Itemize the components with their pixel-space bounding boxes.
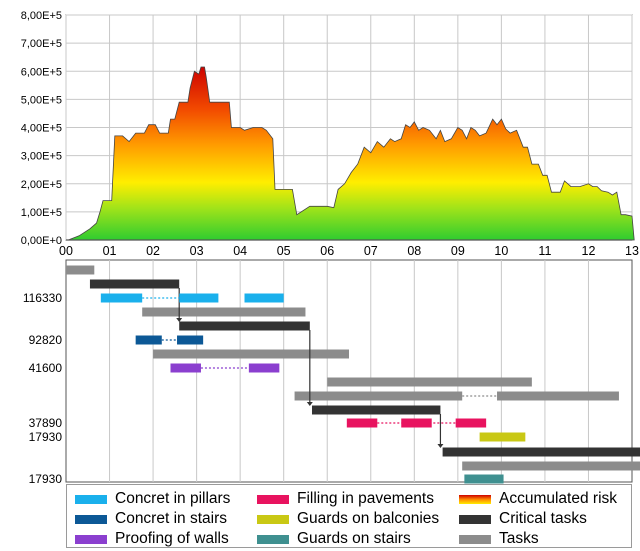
x-tick-label: 07 xyxy=(364,244,378,258)
critical-task-bar xyxy=(179,321,310,331)
legend-swatch xyxy=(257,514,289,524)
x-tick-label: 09 xyxy=(451,244,465,258)
work-item-bar xyxy=(135,335,162,345)
legend-swatch xyxy=(75,494,107,504)
y-tick-label: 4,00E+5 xyxy=(21,123,62,135)
work-item-bar xyxy=(346,418,378,428)
legend-label: Guards on stairs xyxy=(297,530,411,547)
work-item-bar xyxy=(248,363,280,373)
row-label: 41600 xyxy=(29,361,63,375)
x-tick-label: 05 xyxy=(277,244,291,258)
row-label: 37890 xyxy=(29,416,63,430)
y-tick-label: 8,00E+5 xyxy=(21,10,62,22)
x-tick-label: 06 xyxy=(320,244,334,258)
y-tick-label: 0,00E+0 xyxy=(21,235,62,247)
risk-area-chart: 0,00E+0 1,00E+5 2,00E+5 3,00E+5 4,00E+5 5,00E… xyxy=(21,10,639,258)
legend-label: Proofing of walls xyxy=(115,530,229,547)
y-tick-label: 6,00E+5 xyxy=(21,66,62,78)
legend-swatch xyxy=(459,514,491,524)
legend-item-accumulated-risk: Accumulated risk xyxy=(459,489,617,509)
work-item-bar xyxy=(464,474,504,484)
work-item-bar xyxy=(170,363,201,373)
arrow-head xyxy=(176,318,183,322)
legend-label: Critical tasks xyxy=(499,510,587,527)
task-bar xyxy=(66,265,95,275)
legend-label: Filling in pavements xyxy=(297,490,434,507)
x-tick-label: 04 xyxy=(233,244,247,258)
y-tick-label: 1,00E+5 xyxy=(21,207,62,219)
legend-item-guards-on-balconies: Guards on balconies xyxy=(257,509,439,529)
task-bar xyxy=(294,391,463,401)
arrow-head xyxy=(306,402,313,406)
x-tick-label: 13 xyxy=(625,244,639,258)
task-bar xyxy=(462,461,640,471)
y-tick-label: 2,00E+5 xyxy=(21,179,62,191)
legend-swatch xyxy=(459,534,491,544)
task-bar xyxy=(153,349,349,359)
row-label: 17930 xyxy=(29,472,63,484)
x-tick-label: 12 xyxy=(582,244,596,258)
gantt-plot-area xyxy=(65,259,633,483)
row-label: 17930 xyxy=(29,430,63,444)
task-bar xyxy=(142,307,306,317)
work-item-bar xyxy=(479,432,526,442)
arrow-head xyxy=(437,444,444,448)
x-tick-label: 10 xyxy=(494,244,508,258)
critical-task-bar xyxy=(311,405,441,415)
legend-label: Concret in stairs xyxy=(115,510,227,527)
legend-item-filling-in-pavements: Filling in pavements xyxy=(257,489,434,509)
y-tick-label: 5,00E+5 xyxy=(21,94,62,106)
y-tick-label: 7,00E+5 xyxy=(21,38,62,50)
x-tick-label: 08 xyxy=(407,244,421,258)
legend-item-concret-in-stairs: Concret in stairs xyxy=(75,509,227,529)
work-item-bar xyxy=(179,293,219,303)
legend-label: Guards on balconies xyxy=(297,510,440,527)
legend-item-concret-in-pillars: Concret in pillars xyxy=(75,489,230,509)
legend-swatch xyxy=(257,534,289,544)
series-accumulated-risk xyxy=(68,66,635,241)
legend-item-guards-on-stairs: Guards on stairs xyxy=(257,529,411,549)
legend-item-tasks: Tasks xyxy=(459,529,539,549)
work-item-bar xyxy=(401,418,432,428)
legend-swatch xyxy=(257,494,289,504)
critical-task-bar xyxy=(442,447,640,457)
task-bar xyxy=(497,391,619,401)
row-label: 92820 xyxy=(29,333,63,347)
legend-label: Accumulated risk xyxy=(499,490,618,507)
row-label: 116330 xyxy=(23,291,62,305)
work-item-bar xyxy=(455,418,487,428)
legend-swatch xyxy=(75,534,107,544)
critical-task-bar xyxy=(89,279,180,289)
x-tick-label: 01 xyxy=(103,244,117,258)
legend-label: Concret in pillars xyxy=(115,490,231,507)
work-item-bar xyxy=(177,335,204,345)
legend-swatch xyxy=(75,514,107,524)
work-item-bar xyxy=(100,293,143,303)
x-tick-label: 03 xyxy=(190,244,204,258)
legend-label: Tasks xyxy=(499,530,539,547)
legend: Concret in pillars Filling in pavements … xyxy=(66,484,632,548)
legend-swatch xyxy=(459,494,491,504)
x-tick-label: 11 xyxy=(538,244,551,258)
x-tick-label: 02 xyxy=(146,244,160,258)
legend-item-proofing-of-walls: Proofing of walls xyxy=(75,529,229,549)
legend-item-critical-tasks: Critical tasks xyxy=(459,509,587,529)
work-item-bar xyxy=(244,293,284,303)
x-tick-label: 00 xyxy=(59,244,73,258)
y-tick-label: 3,00E+5 xyxy=(21,151,62,163)
task-bar xyxy=(327,377,532,387)
